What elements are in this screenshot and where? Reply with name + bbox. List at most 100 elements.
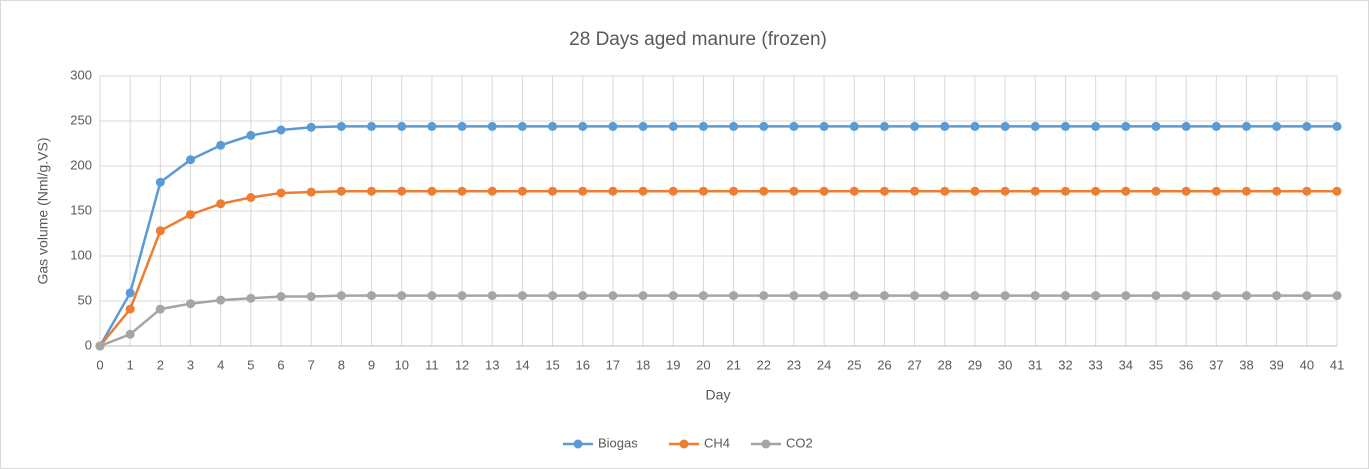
point bbox=[849, 121, 859, 131]
x-tick-label: 18 bbox=[636, 357, 650, 372]
x-tick-label: 34 bbox=[1119, 357, 1133, 372]
x-tick-label: 8 bbox=[338, 357, 345, 372]
x-tick-label: 17 bbox=[606, 357, 620, 372]
point bbox=[879, 186, 889, 196]
x-tick-label: 15 bbox=[545, 357, 559, 372]
x-tick-label: 30 bbox=[998, 357, 1012, 372]
point bbox=[487, 291, 497, 301]
point bbox=[759, 121, 769, 131]
x-tick-label: 27 bbox=[907, 357, 921, 372]
point bbox=[910, 121, 920, 131]
point bbox=[336, 291, 346, 301]
point bbox=[668, 291, 678, 301]
point bbox=[638, 121, 648, 131]
point bbox=[1211, 121, 1221, 131]
legend-marker bbox=[679, 439, 689, 449]
point bbox=[1302, 121, 1312, 131]
point bbox=[940, 121, 950, 131]
point bbox=[819, 121, 829, 131]
x-tick-label: 6 bbox=[277, 357, 284, 372]
point bbox=[1211, 291, 1221, 301]
point bbox=[548, 121, 558, 131]
x-tick-label: 29 bbox=[968, 357, 982, 372]
point bbox=[186, 299, 196, 309]
point bbox=[638, 291, 648, 301]
x-tick-label: 25 bbox=[847, 357, 861, 372]
x-tick-label: 20 bbox=[696, 357, 710, 372]
point bbox=[879, 121, 889, 131]
point bbox=[397, 121, 407, 131]
y-tick-label: 200 bbox=[70, 157, 92, 172]
point bbox=[1000, 121, 1010, 131]
point bbox=[1091, 291, 1101, 301]
point bbox=[336, 186, 346, 196]
point bbox=[276, 188, 286, 198]
y-tick-label: 50 bbox=[78, 292, 92, 307]
x-tick-label: 39 bbox=[1269, 357, 1283, 372]
point bbox=[306, 292, 316, 301]
x-tick-label: 28 bbox=[938, 357, 952, 372]
legend-marker bbox=[573, 439, 583, 449]
point bbox=[1060, 291, 1070, 301]
y-tick-label: 250 bbox=[70, 112, 92, 127]
point bbox=[729, 291, 739, 301]
point bbox=[789, 121, 799, 131]
x-tick-label: 19 bbox=[666, 357, 680, 372]
point bbox=[1241, 291, 1251, 301]
point bbox=[578, 186, 588, 196]
point bbox=[397, 291, 407, 301]
point bbox=[427, 121, 437, 131]
x-tick-label: 35 bbox=[1149, 357, 1163, 372]
point bbox=[1000, 186, 1010, 196]
point bbox=[879, 291, 889, 301]
point bbox=[608, 291, 618, 301]
point bbox=[1302, 291, 1312, 301]
point bbox=[970, 186, 980, 196]
x-tick-label: 3 bbox=[187, 357, 194, 372]
point bbox=[668, 121, 678, 131]
point bbox=[698, 121, 708, 131]
point bbox=[1241, 186, 1251, 196]
point bbox=[849, 291, 859, 301]
point bbox=[698, 186, 708, 196]
point bbox=[578, 291, 588, 301]
x-tick-label: 37 bbox=[1209, 357, 1223, 372]
point bbox=[246, 193, 256, 202]
point bbox=[216, 295, 226, 305]
point bbox=[1060, 186, 1070, 196]
point bbox=[1030, 186, 1040, 196]
x-tick-label: 40 bbox=[1300, 357, 1314, 372]
y-tick-label: 150 bbox=[70, 202, 92, 217]
point bbox=[940, 186, 950, 196]
x-tick-label: 12 bbox=[455, 357, 469, 372]
point bbox=[186, 210, 196, 220]
point bbox=[1030, 121, 1040, 131]
point bbox=[1151, 186, 1161, 196]
point bbox=[155, 226, 165, 236]
y-tick-label: 300 bbox=[70, 67, 92, 82]
point bbox=[910, 291, 920, 301]
x-tick-label: 1 bbox=[127, 357, 134, 372]
point bbox=[940, 291, 950, 301]
x-tick-label: 4 bbox=[217, 357, 224, 372]
x-tick-label: 11 bbox=[425, 357, 439, 372]
point bbox=[1091, 121, 1101, 131]
point bbox=[216, 199, 226, 209]
point bbox=[1272, 186, 1282, 196]
point bbox=[1181, 186, 1191, 196]
point bbox=[487, 121, 497, 131]
point bbox=[1121, 291, 1131, 301]
legend-label: CO2 bbox=[786, 435, 813, 450]
x-tick-label: 32 bbox=[1058, 357, 1072, 372]
point bbox=[1151, 121, 1161, 131]
legend-label: CH4 bbox=[704, 435, 730, 450]
point bbox=[1211, 186, 1221, 196]
point bbox=[970, 291, 980, 301]
point bbox=[970, 121, 980, 131]
x-tick-label: 26 bbox=[877, 357, 891, 372]
point bbox=[125, 288, 135, 298]
point bbox=[517, 291, 527, 301]
point bbox=[608, 186, 618, 196]
x-tick-label: 13 bbox=[485, 357, 499, 372]
